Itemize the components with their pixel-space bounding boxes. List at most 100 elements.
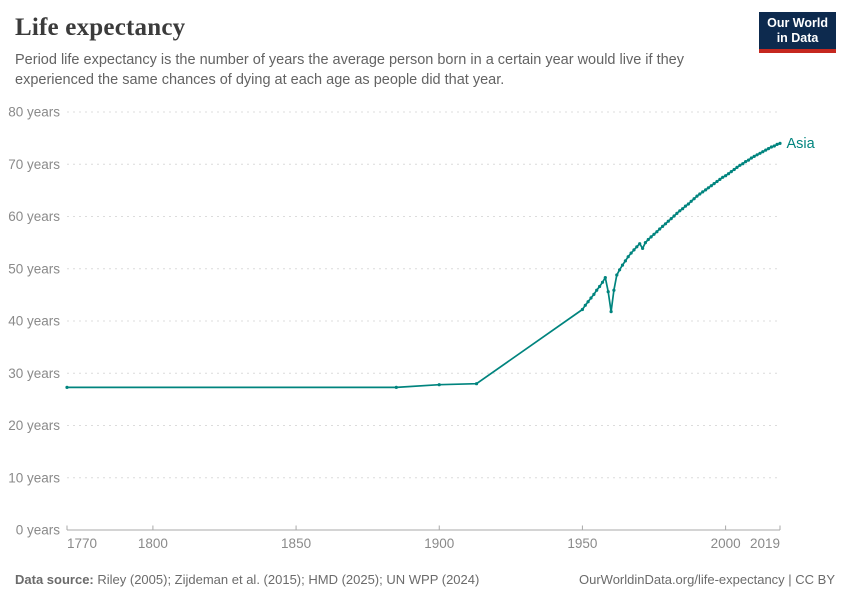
y-tick-label: 60 years — [8, 209, 60, 224]
data-point — [629, 251, 633, 255]
data-point — [778, 141, 782, 145]
data-point — [709, 184, 713, 188]
data-point — [652, 232, 656, 236]
data-point — [749, 156, 754, 160]
data-point — [669, 217, 673, 221]
data-point — [755, 153, 759, 157]
data-point — [609, 310, 613, 314]
data-point — [695, 194, 699, 198]
data-point — [603, 276, 607, 280]
data-point — [646, 237, 650, 242]
y-tick-label: 10 years — [8, 470, 60, 485]
data-point — [655, 230, 659, 234]
data-point — [701, 190, 705, 194]
data-point — [600, 280, 605, 284]
data-point — [718, 177, 722, 181]
y-tick-label: 0 years — [16, 523, 61, 538]
data-point — [683, 204, 688, 208]
owid-logo[interactable]: Our World in Data — [759, 12, 836, 53]
y-gridlines — [67, 111, 780, 479]
data-point — [580, 307, 585, 312]
data-point — [474, 382, 479, 386]
x-tick-label: 1800 — [138, 536, 168, 551]
data-point — [666, 219, 670, 223]
data-point — [592, 292, 596, 296]
x-tick-label: 1950 — [567, 536, 597, 551]
data-point — [632, 248, 636, 252]
data-point — [775, 142, 779, 146]
data-point — [618, 268, 622, 272]
data-point — [729, 170, 733, 174]
data-point — [681, 207, 685, 211]
owid-logo-line2: in Data — [776, 31, 819, 45]
data-point — [738, 163, 742, 167]
data-point — [721, 175, 725, 179]
data-point — [598, 284, 602, 289]
owid-link[interactable]: OurWorldinData.org/life-expectancy | CC … — [578, 572, 835, 587]
data-point — [623, 259, 628, 263]
data-point — [735, 165, 739, 169]
data-point — [715, 179, 719, 184]
y-tick-label: 70 years — [8, 157, 60, 172]
y-tick-labels: 0 years 10 years 20 years 30 years 40 years 5… — [8, 105, 60, 538]
data-point — [764, 148, 768, 152]
x-axis — [66, 525, 781, 531]
data-point — [704, 188, 708, 192]
data-point — [589, 296, 593, 300]
data-point — [641, 246, 645, 250]
data-point — [686, 202, 691, 206]
series-points-asia — [65, 141, 782, 389]
data-point — [672, 214, 676, 218]
data-point — [615, 273, 619, 277]
data-point — [586, 300, 590, 304]
data-point — [606, 290, 610, 294]
data-point — [394, 385, 398, 389]
data-point — [678, 209, 682, 213]
series-label-asia[interactable]: Asia — [787, 136, 816, 152]
data-point — [706, 186, 711, 190]
data-point — [689, 199, 693, 203]
data-point — [726, 172, 731, 176]
data-source-note: Data source: Riley (2005); Zijdeman et a… — [15, 572, 479, 587]
owid-logo-line1: Our World — [767, 16, 828, 30]
data-point — [437, 383, 441, 387]
data-point — [752, 154, 756, 158]
data-point — [744, 160, 748, 164]
x-tick-label: 2000 — [711, 536, 741, 551]
data-point — [649, 235, 653, 239]
chart-header: Life expectancy Period life expectancy i… — [15, 14, 755, 90]
data-source-list: Riley (2005); Zijdeman et al. (2015); HM… — [93, 572, 480, 587]
series-line-asia[interactable] — [66, 142, 781, 389]
data-point — [638, 242, 642, 246]
page-title: Life expectancy — [15, 14, 186, 41]
data-point — [658, 227, 662, 231]
data-point — [595, 288, 599, 292]
data-point — [772, 144, 776, 148]
data-point — [732, 167, 736, 172]
y-tick-label: 50 years — [8, 261, 60, 276]
data-point — [698, 192, 702, 196]
data-point — [643, 241, 648, 245]
data-point — [761, 150, 765, 154]
y-tick-label: 80 years — [8, 105, 60, 120]
data-point — [712, 182, 716, 186]
data-point — [758, 151, 762, 155]
data-point — [626, 255, 630, 259]
data-point — [583, 303, 587, 307]
y-tick-label: 20 years — [8, 418, 60, 433]
data-point — [724, 174, 728, 178]
y-tick-label: 30 years — [8, 366, 60, 381]
data-point — [65, 385, 69, 389]
x-tick-label: 1900 — [424, 536, 454, 551]
x-tick-label: 2019 — [750, 536, 780, 551]
data-point — [675, 211, 679, 215]
data-point — [746, 158, 751, 162]
chart-footer: Data source: Riley (2005); Zijdeman et a… — [15, 572, 835, 587]
x-tick-label: 1770 — [67, 536, 97, 551]
data-source-label: Data source: — [15, 572, 94, 587]
data-point — [612, 288, 616, 292]
y-tick-label: 40 years — [8, 314, 60, 329]
data-point — [663, 222, 668, 226]
data-point — [661, 224, 665, 228]
